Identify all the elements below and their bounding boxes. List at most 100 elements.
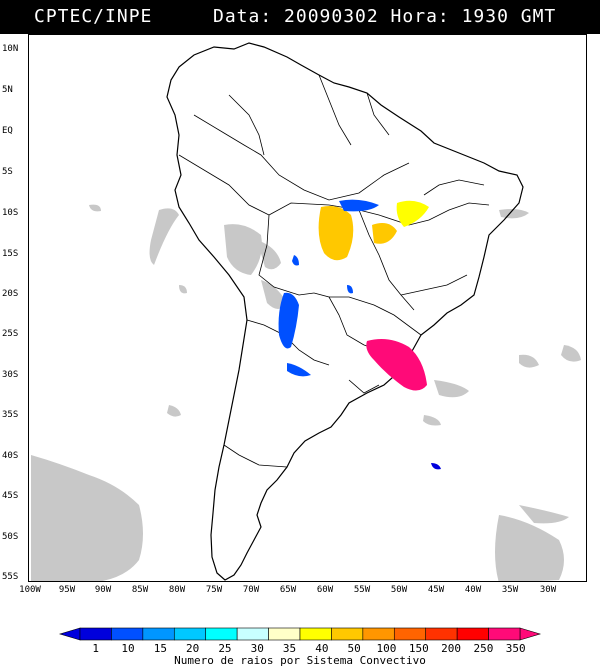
border	[318, 74, 352, 146]
lon-label: 50W	[390, 585, 408, 595]
date-time-label: Data: 20090302 Hora: 1930 GMT	[213, 6, 557, 27]
lat-label: 5S	[2, 167, 13, 177]
border	[423, 179, 485, 196]
cloud-patch	[495, 515, 564, 581]
colorbar-swatch	[488, 627, 521, 641]
border	[258, 214, 315, 296]
colorbar-tick-label: 200	[441, 642, 462, 655]
lat-label: 15S	[2, 249, 19, 259]
cloud-patch	[149, 208, 179, 265]
south-america-coastline	[166, 42, 524, 581]
colorbar-swatch	[425, 627, 458, 641]
colorbar-caption: Numero de raios por Sistema Convectivo	[174, 654, 426, 667]
cloud-patch	[519, 505, 569, 524]
colorbar-swatch	[111, 627, 144, 641]
cloud-patch	[257, 240, 281, 270]
cloud-patch	[423, 415, 441, 426]
convective-system	[292, 255, 299, 266]
colorbar-tick-label: 15	[153, 642, 167, 655]
colorbar-swatch	[331, 627, 364, 641]
lon-label: 30W	[539, 585, 557, 595]
lon-label: 45W	[427, 585, 445, 595]
lat-label: 30S	[2, 370, 19, 380]
cloud-patch	[179, 285, 187, 294]
country-borders	[178, 74, 490, 468]
colorbar-tick-label: 30	[250, 642, 264, 655]
convective-system	[347, 285, 353, 294]
colorbar-swatch	[362, 627, 395, 641]
colorbar-swatch	[268, 627, 301, 641]
cloud-patch	[561, 345, 581, 362]
cloud-patch	[499, 209, 529, 219]
title-bar: CPTEC/INPE Data: 20090302 Hora: 1930 GMT	[0, 0, 600, 34]
colorbar-arrow-right	[519, 627, 542, 641]
lon-label: 85W	[131, 585, 149, 595]
lon-label: 95W	[58, 585, 76, 595]
border	[268, 202, 380, 216]
cloud-patch	[89, 204, 101, 212]
satellite-clouds	[31, 204, 581, 581]
border	[329, 296, 422, 336]
cloud-patch	[167, 405, 181, 417]
colorbar-swatch	[456, 627, 489, 641]
colorbar-tick-label: 1	[92, 642, 100, 655]
lon-label: 100W	[19, 585, 41, 595]
lon-label: 60W	[316, 585, 334, 595]
map-canvas	[31, 42, 581, 581]
border	[193, 114, 410, 201]
lon-label: 70W	[242, 585, 260, 595]
border	[313, 292, 365, 346]
lat-label: 35S	[2, 410, 19, 420]
colorbar-tick-label: 100	[376, 642, 397, 655]
lon-label: 90W	[94, 585, 112, 595]
convective-system	[366, 339, 427, 391]
lat-label: 50S	[2, 532, 19, 542]
cloud-patch	[434, 380, 469, 398]
cloud-patch	[224, 224, 262, 275]
convective-system	[339, 199, 379, 212]
border	[366, 92, 390, 136]
colorbar-tick-label: 25	[218, 642, 232, 655]
lon-label: 35W	[501, 585, 519, 595]
lat-label: 5N	[2, 85, 13, 95]
lon-label: 40W	[464, 585, 482, 595]
border	[178, 154, 270, 216]
convective-systems	[278, 199, 441, 470]
lat-label: EQ	[2, 126, 13, 136]
border	[358, 209, 415, 311]
cloud-patch	[519, 354, 539, 368]
lon-label: 55W	[353, 585, 371, 595]
colorbar-tick-label: 10	[121, 642, 135, 655]
colorbar-tick-label: 20	[186, 642, 200, 655]
colorbar-tick-label: 50	[347, 642, 361, 655]
border	[400, 274, 468, 296]
colorbar-tick-label: 250	[473, 642, 494, 655]
colorbar-swatch	[205, 627, 238, 641]
lat-label: 45S	[2, 491, 19, 501]
cloud-patch	[31, 455, 143, 581]
colorbar-swatch	[79, 627, 112, 641]
convective-system	[318, 206, 354, 261]
source-label: CPTEC/INPE	[34, 6, 153, 27]
lon-label: 65W	[279, 585, 297, 595]
colorbar-swatch	[173, 627, 207, 641]
border	[223, 444, 288, 468]
border	[348, 379, 380, 394]
lat-label: 10N	[2, 44, 19, 54]
convective-system	[287, 363, 311, 377]
lat-label: 20S	[2, 289, 19, 299]
map-frame	[28, 34, 587, 582]
colorbar-tick-label: 350	[505, 642, 526, 655]
lat-label: 10S	[2, 208, 19, 218]
colorbar-tick-label: 35	[282, 642, 297, 655]
colorbar-swatch	[393, 627, 427, 641]
convective-system	[372, 223, 397, 244]
lat-label: 40S	[2, 451, 19, 461]
lat-label: 55S	[2, 572, 19, 582]
colorbar-arrow-left	[58, 627, 81, 641]
colorbar-swatch	[236, 627, 269, 641]
colorbar-swatch	[299, 627, 332, 641]
colorbar-swatch	[142, 627, 175, 641]
lon-label: 80W	[168, 585, 186, 595]
